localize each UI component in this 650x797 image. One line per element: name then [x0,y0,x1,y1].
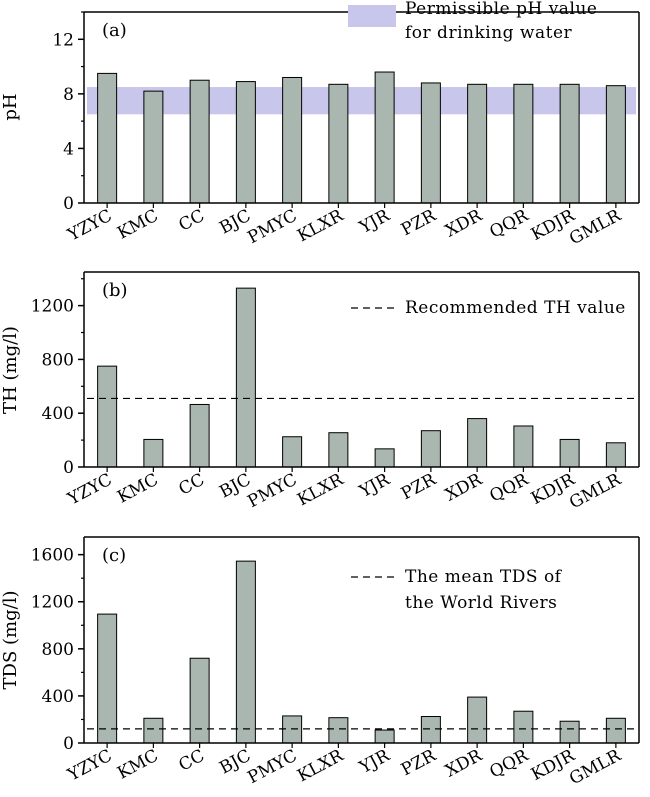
bar-bjc [235,560,256,744]
bar-gmlr [605,717,626,744]
y-tick-label: 400 [42,687,74,707]
bar-kmc [143,717,164,744]
y-tick-label: 400 [42,404,74,424]
category-label-gmlr: GMLR [566,205,625,249]
bar-yzyc [97,613,118,744]
category-label-pzr: PZR [398,469,440,504]
bar-pzr [420,716,441,744]
bar-xdr [467,83,488,204]
category-label-pmyc: PMYC [244,206,300,248]
bar-pmyc [282,436,303,468]
bar-cc [189,657,210,744]
panel-label: (b) [102,280,128,301]
category-label-pzr: PZR [398,745,440,780]
bar-klxr [328,717,349,744]
y-tick-label: 1200 [31,593,74,613]
y-tick-label: 0 [63,194,74,214]
legend-label: Recommended TH value [405,298,626,318]
bar-bjc [235,81,256,204]
bar-yjr [374,71,395,204]
category-label-cc: CC [176,470,208,500]
category-label-qqr: QQR [486,205,532,242]
bar-qqr [513,83,534,204]
bar-kdjr [559,438,580,468]
category-label-pmyc: PMYC [244,470,300,512]
bar-yzyc [97,72,118,204]
y-axis-label: pH [0,93,21,120]
y-tick-label: 12 [52,30,74,50]
y-tick-label: 0 [63,734,74,754]
category-label-gmlr: GMLR [566,745,625,789]
category-label-klxr: KLXR [294,469,348,510]
category-label-qqr: QQR [486,469,532,506]
category-label-cc: CC [176,746,208,776]
category-label-pzr: PZR [398,205,440,240]
category-label-klxr: KLXR [294,745,348,786]
y-axis-label: TH (mg/l) [0,326,21,414]
bar-xdr [467,418,488,468]
bar-qqr [513,425,534,468]
bar-kmc [143,438,164,468]
category-label-kmc: KMC [114,746,161,784]
bar-cc [189,403,210,468]
bar-gmlr [605,85,626,204]
y-tick-label: 800 [42,640,74,660]
bar-qqr [513,710,534,744]
bar-kdjr [559,83,580,204]
category-label-cc: CC [176,206,208,236]
y-tick-label: 4 [63,139,74,159]
y-tick-label: 800 [42,350,74,370]
panel-label: (a) [102,20,127,41]
category-label-kmc: KMC [114,470,161,508]
bar-pzr [420,82,441,204]
bar-pmyc [282,76,303,204]
category-label-pmyc: PMYC [244,746,300,788]
category-label-klxr: KLXR [294,205,348,246]
y-tick-label: 0 [63,458,74,478]
category-label-qqr: QQR [486,745,532,782]
legend-label: for drinking water [405,23,573,43]
bar-kmc [143,90,164,204]
category-label-yjr: YJR [355,205,394,238]
bar-yjr [374,448,395,468]
category-label-kmc: KMC [114,206,161,244]
bar-gmlr [605,442,626,468]
bar-xdr [467,696,488,744]
y-axis-label: TDS (mg/l) [0,591,21,690]
y-tick-label: 1200 [31,297,74,317]
legend-label: The mean TDS of [405,567,563,587]
legend-label: Permissible pH value [405,0,597,19]
bar-klxr [328,83,349,204]
category-label-xdr: XDR [442,205,486,241]
bar-klxr [328,432,349,468]
bar-bjc [235,287,256,468]
bar-cc [189,79,210,204]
bar-yjr [374,729,395,744]
category-label-yjr: YJR [355,745,394,778]
legend-label: the World Rivers [405,593,557,613]
permissible-ph-band [87,87,636,115]
bar-yzyc [97,365,118,468]
bar-kdjr [559,720,580,744]
y-tick-label: 1600 [31,546,74,566]
panel-label: (c) [102,545,126,566]
category-label-xdr: XDR [442,469,486,505]
category-label-yjr: YJR [355,469,394,502]
category-label-xdr: XDR [442,745,486,781]
legend-band-swatch [348,5,396,27]
category-label-gmlr: GMLR [566,469,625,513]
bar-pzr [420,430,441,468]
y-tick-label: 8 [63,85,74,105]
